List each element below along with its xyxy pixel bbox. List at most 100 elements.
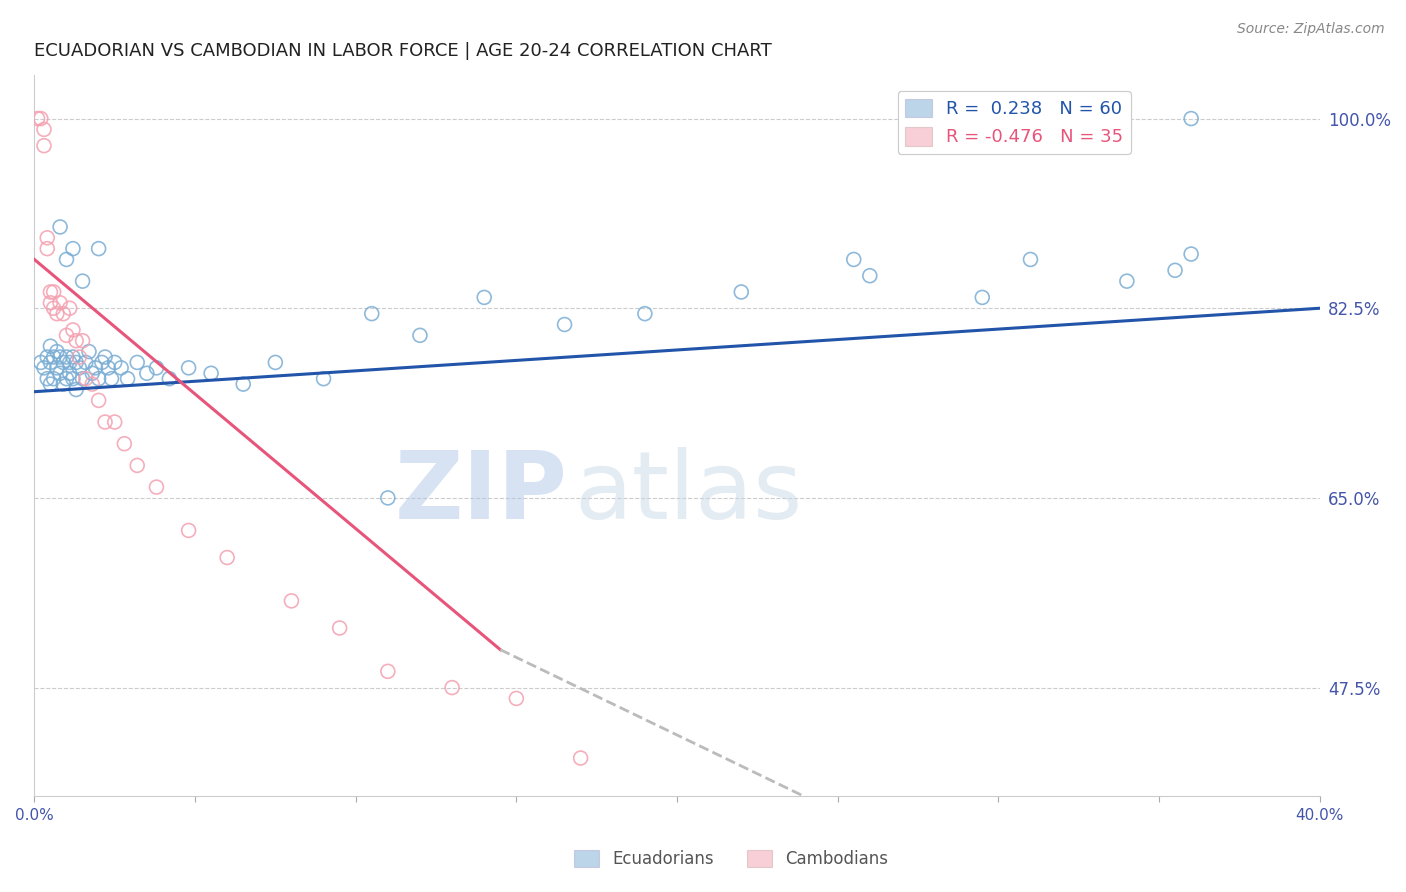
- Point: [75, 372, 97, 386]
- Point: [264, 355, 287, 369]
- Point: [42, 372, 65, 386]
- Point: [110, 360, 132, 375]
- Point: [84, 360, 107, 375]
- Point: [377, 491, 399, 505]
- Text: Source: ZipAtlas.com: Source: ZipAtlas.com: [1237, 22, 1385, 37]
- Point: [27, 112, 49, 126]
- Point: [62, 350, 84, 364]
- Point: [232, 377, 254, 392]
- Point: [87, 372, 110, 386]
- Point: [97, 360, 120, 375]
- Point: [49, 366, 72, 380]
- Point: [409, 328, 432, 343]
- Point: [177, 360, 200, 375]
- Point: [62, 242, 84, 256]
- Point: [55, 328, 77, 343]
- Point: [94, 350, 117, 364]
- Point: [32, 138, 55, 153]
- Point: [75, 355, 97, 369]
- Point: [1164, 263, 1187, 277]
- Point: [39, 339, 62, 353]
- Point: [329, 621, 352, 635]
- Point: [554, 318, 576, 332]
- Point: [65, 383, 87, 397]
- Point: [39, 355, 62, 369]
- Point: [55, 350, 77, 364]
- Point: [30, 112, 52, 126]
- Point: [505, 691, 527, 706]
- Point: [59, 355, 82, 369]
- Point: [65, 355, 87, 369]
- Point: [87, 242, 110, 256]
- Point: [972, 290, 994, 304]
- Point: [1115, 274, 1137, 288]
- Point: [49, 295, 72, 310]
- Point: [127, 355, 149, 369]
- Point: [37, 350, 59, 364]
- Point: [100, 372, 122, 386]
- Point: [634, 307, 657, 321]
- Point: [39, 285, 62, 299]
- Text: atlas: atlas: [574, 447, 803, 540]
- Point: [67, 360, 90, 375]
- Point: [82, 366, 104, 380]
- Point: [135, 366, 157, 380]
- Point: [104, 415, 127, 429]
- Point: [55, 372, 77, 386]
- Point: [62, 323, 84, 337]
- Point: [200, 366, 222, 380]
- Point: [94, 415, 117, 429]
- Legend: Ecuadorians, Cambodians: Ecuadorians, Cambodians: [567, 843, 896, 875]
- Point: [117, 372, 139, 386]
- Point: [72, 274, 94, 288]
- Point: [177, 524, 200, 538]
- Text: ECUADORIAN VS CAMBODIAN IN LABOR FORCE | AGE 20-24 CORRELATION CHART: ECUADORIAN VS CAMBODIAN IN LABOR FORCE |…: [34, 42, 772, 60]
- Point: [360, 307, 382, 321]
- Point: [39, 295, 62, 310]
- Point: [82, 377, 104, 392]
- Point: [45, 344, 67, 359]
- Point: [87, 393, 110, 408]
- Text: ZIP: ZIP: [395, 447, 568, 540]
- Point: [157, 372, 180, 386]
- Point: [45, 360, 67, 375]
- Point: [569, 751, 592, 765]
- Point: [1180, 112, 1202, 126]
- Point: [39, 377, 62, 392]
- Point: [441, 681, 464, 695]
- Point: [1180, 247, 1202, 261]
- Legend: R =  0.238   N = 60, R = -0.476   N = 35: R = 0.238 N = 60, R = -0.476 N = 35: [897, 92, 1130, 153]
- Point: [30, 355, 52, 369]
- Point: [62, 372, 84, 386]
- Point: [49, 219, 72, 234]
- Point: [842, 252, 865, 267]
- Point: [37, 242, 59, 256]
- Point: [377, 665, 399, 679]
- Point: [55, 252, 77, 267]
- Point: [52, 355, 75, 369]
- Point: [32, 122, 55, 136]
- Point: [49, 350, 72, 364]
- Point: [472, 290, 495, 304]
- Point: [59, 366, 82, 380]
- Point: [112, 436, 135, 450]
- Point: [52, 307, 75, 321]
- Point: [280, 594, 302, 608]
- Point: [77, 344, 100, 359]
- Point: [52, 377, 75, 392]
- Point: [145, 360, 167, 375]
- Point: [72, 372, 94, 386]
- Point: [37, 372, 59, 386]
- Point: [42, 350, 65, 364]
- Point: [127, 458, 149, 473]
- Point: [72, 334, 94, 348]
- Point: [730, 285, 752, 299]
- Point: [90, 355, 112, 369]
- Point: [104, 355, 127, 369]
- Point: [67, 350, 90, 364]
- Point: [45, 307, 67, 321]
- Point: [32, 360, 55, 375]
- Point: [42, 301, 65, 316]
- Point: [37, 231, 59, 245]
- Point: [59, 301, 82, 316]
